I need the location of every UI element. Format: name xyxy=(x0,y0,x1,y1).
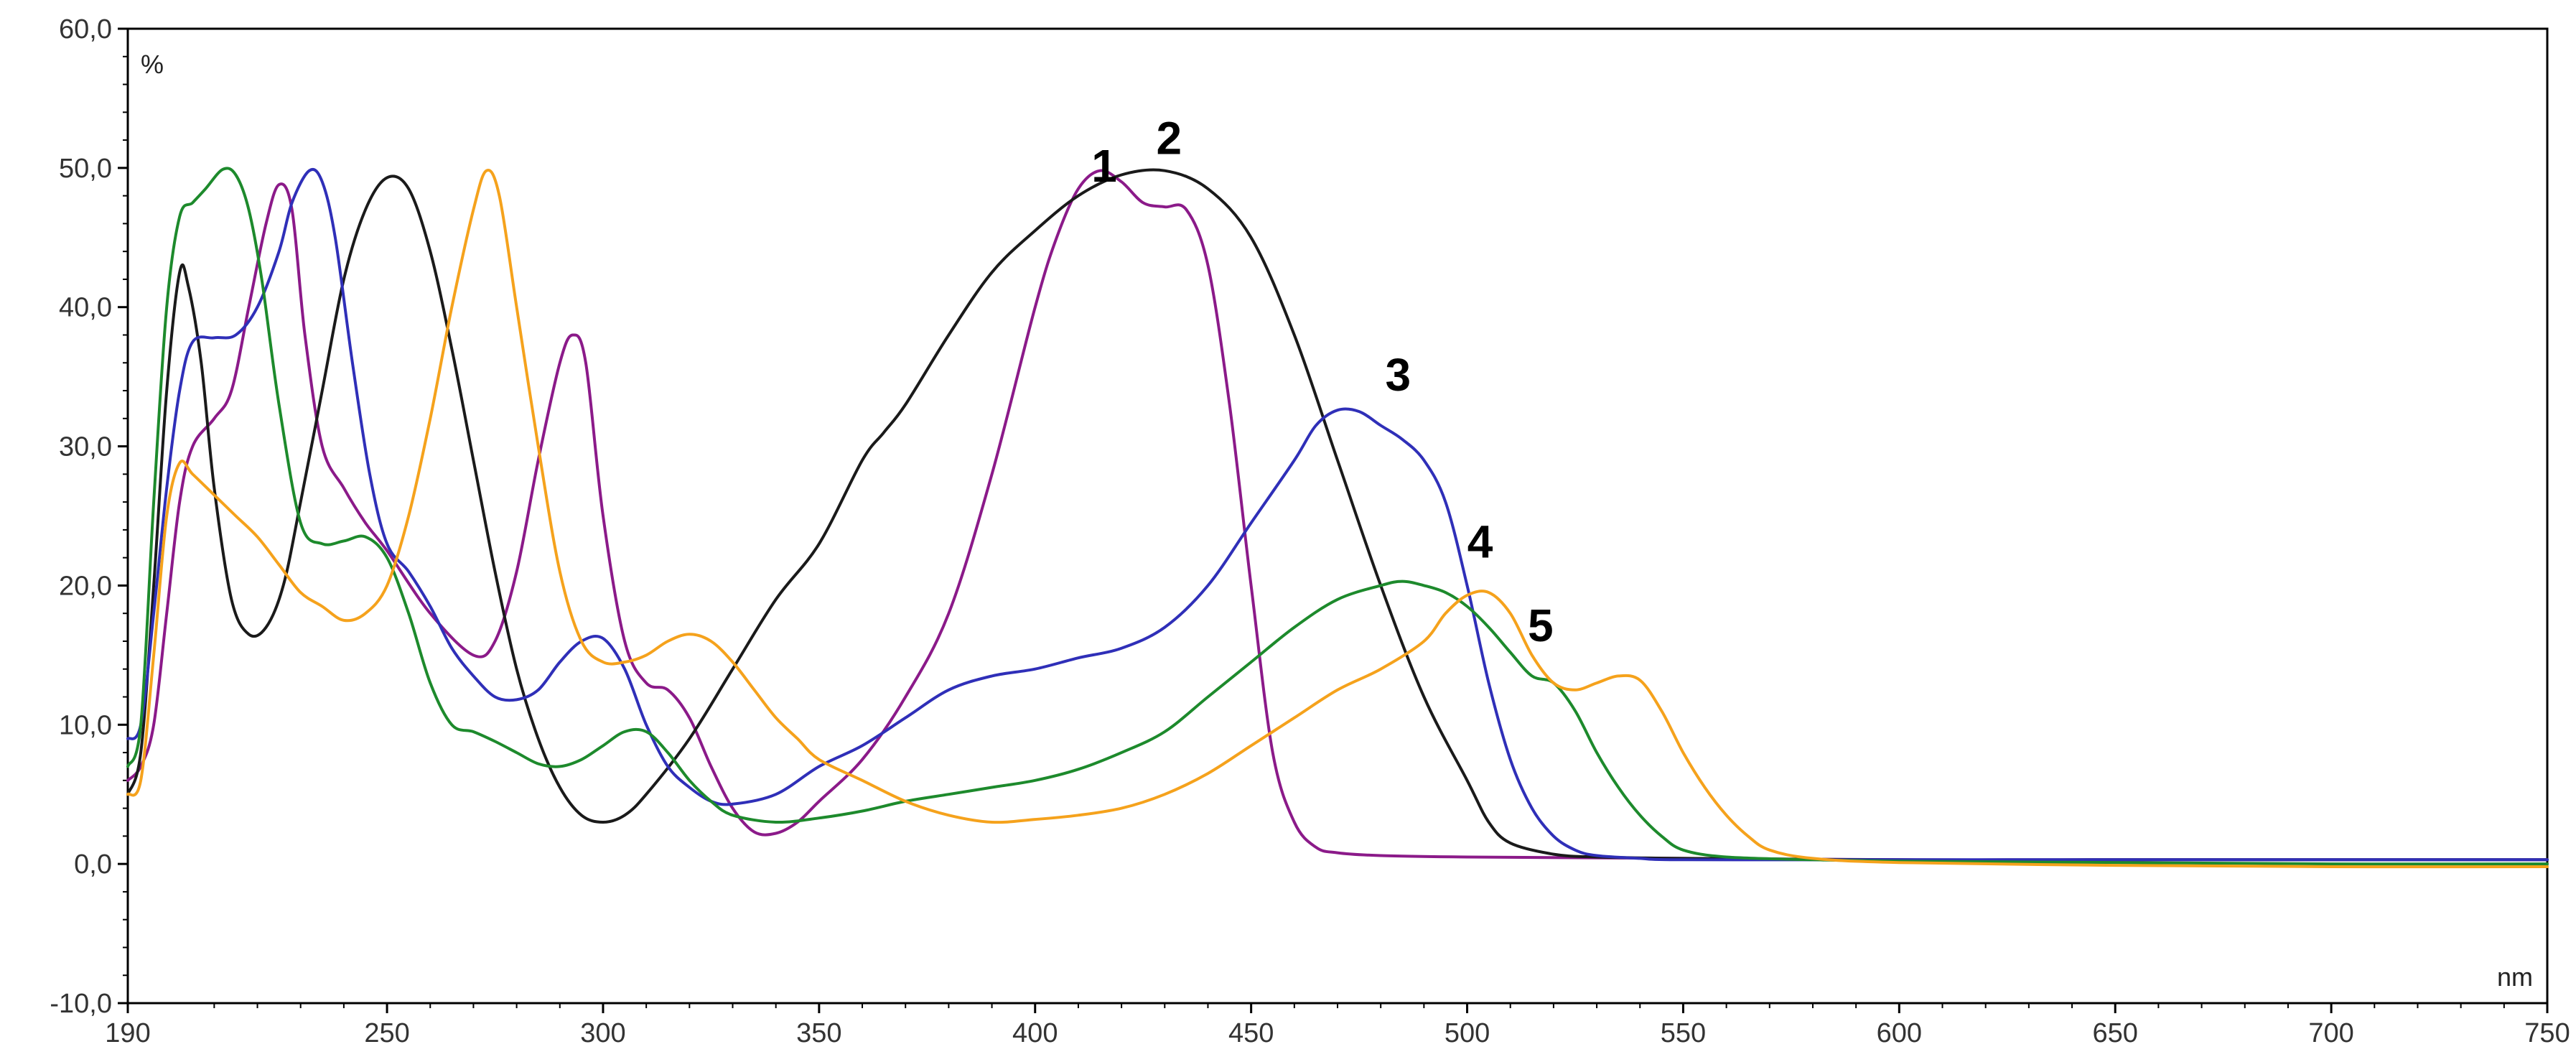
x-tick-label: 400 xyxy=(1012,1018,1058,1048)
y-tick-label: -10,0 xyxy=(50,989,112,1019)
curve-label-2: 2 xyxy=(1157,112,1182,164)
y-axis-unit-label: % xyxy=(141,50,164,79)
x-tick-label: 250 xyxy=(364,1018,409,1048)
series-line-5 xyxy=(126,169,2549,869)
series-line-3 xyxy=(126,167,2549,862)
y-tick-label: 10,0 xyxy=(59,710,112,740)
series-line-1 xyxy=(126,169,2549,862)
y-tick-label: 40,0 xyxy=(59,293,112,323)
curve-label-3: 3 xyxy=(1385,349,1411,401)
series-line-4 xyxy=(126,167,2549,866)
x-tick-label: 300 xyxy=(580,1018,625,1048)
x-tick-label: 550 xyxy=(1661,1018,1706,1048)
x-tick-label: 500 xyxy=(1445,1018,1490,1048)
curve-label-4: 4 xyxy=(1467,516,1493,568)
x-axis-unit-label: nm xyxy=(2497,962,2533,992)
series-lines xyxy=(126,167,2549,869)
x-tick-label: 750 xyxy=(2524,1018,2570,1048)
curve-label-5: 5 xyxy=(1528,600,1554,651)
y-tick-label: 30,0 xyxy=(59,432,112,462)
axes: -10,0 0,0 10,0 20,0 30,0 40,0 50,0 60,0 190 250 30… xyxy=(50,14,2570,1048)
y-tick-label: 0,0 xyxy=(74,849,112,880)
x-tick-label: 700 xyxy=(2308,1018,2353,1048)
series-line-2 xyxy=(126,168,2549,862)
x-tick-label: 450 xyxy=(1228,1018,1274,1048)
y-tick-label: 20,0 xyxy=(59,571,112,601)
curve-labels: 12 3 45 xyxy=(1091,112,1553,651)
x-tick-label: 600 xyxy=(1877,1018,1922,1048)
x-tick-label: 190 xyxy=(105,1018,150,1048)
curve-label-1: 1 xyxy=(1091,140,1117,192)
x-tick-label: 350 xyxy=(796,1018,841,1048)
y-tick-label: 60,0 xyxy=(59,14,112,45)
x-tick-label: 650 xyxy=(2093,1018,2138,1048)
y-tick-label: 50,0 xyxy=(59,154,112,184)
